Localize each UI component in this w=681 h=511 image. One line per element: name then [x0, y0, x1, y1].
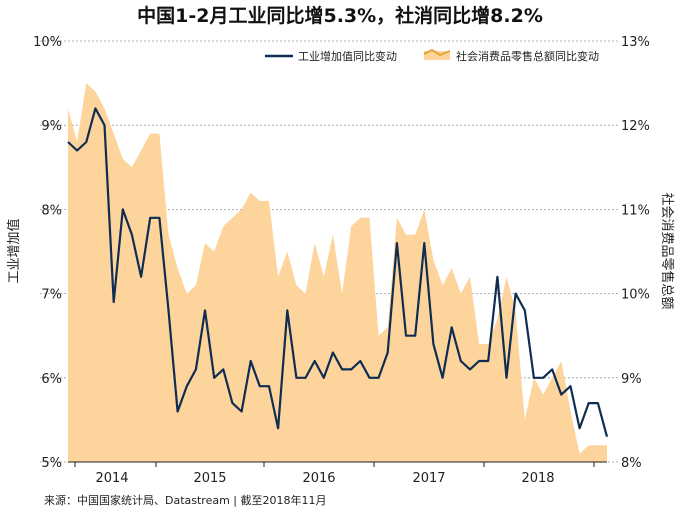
y-right-tick-label: 12% — [621, 119, 650, 134]
y-axis-right-label: 社会消费品零售总额 — [659, 192, 675, 309]
legend-retail-swatch — [424, 51, 450, 60]
y-right-tick-label: 10% — [621, 288, 650, 303]
y-right-tick-label: 8% — [621, 456, 642, 471]
x-tick-label: 2014 — [95, 471, 128, 486]
y-left-tick-label: 5% — [41, 456, 62, 471]
x-tick-label: 2017 — [412, 471, 445, 486]
industry-output-polyline — [67, 107, 609, 437]
y-right-tick-label: 11% — [621, 203, 650, 218]
x-tick-label: 2016 — [302, 471, 335, 486]
retail-sales-area — [68, 83, 607, 462]
chart-title: 中国1-2月工业同比增5.3%，社消同比增8.2% — [137, 4, 543, 27]
y-left-tick-label: 7% — [41, 288, 62, 303]
y-left-tick-label: 10% — [33, 35, 62, 50]
legend-retail-label: 社会消费品零售总额同比变动 — [456, 49, 599, 63]
x-axis — [68, 461, 607, 467]
y-right-tick-label: 13% — [621, 35, 650, 50]
legend-retail-swatch-edge — [423, 48, 451, 57]
industry-output-line — [67, 107, 609, 437]
y-axis-left-label: 工业增加值 — [6, 218, 22, 283]
legend: 工业增加值同比变动 社会消费品零售总额同比变动 — [265, 48, 599, 63]
y-left-tick-label: 6% — [41, 372, 62, 387]
y-right-tick-label: 9% — [621, 372, 642, 387]
retail-sales-area-path — [68, 83, 607, 462]
y-left-tick-label: 9% — [41, 119, 62, 134]
x-tick-label: 2018 — [521, 471, 554, 486]
x-tick-label: 2015 — [193, 471, 226, 486]
legend-industry-label: 工业增加值同比变动 — [298, 49, 397, 63]
left-axis-ticks: 5% 6% 7% 8% 9% 10% — [33, 35, 62, 471]
right-axis-ticks: 8% 9% 10% 11% 12% 13% — [621, 35, 650, 471]
x-axis-ticks: 2014 2015 2016 2017 2018 — [95, 471, 554, 486]
source-note: 来源：中国国家统计局、Datastream | 截至2018年11月 — [44, 493, 327, 507]
y-left-tick-label: 8% — [41, 203, 62, 218]
